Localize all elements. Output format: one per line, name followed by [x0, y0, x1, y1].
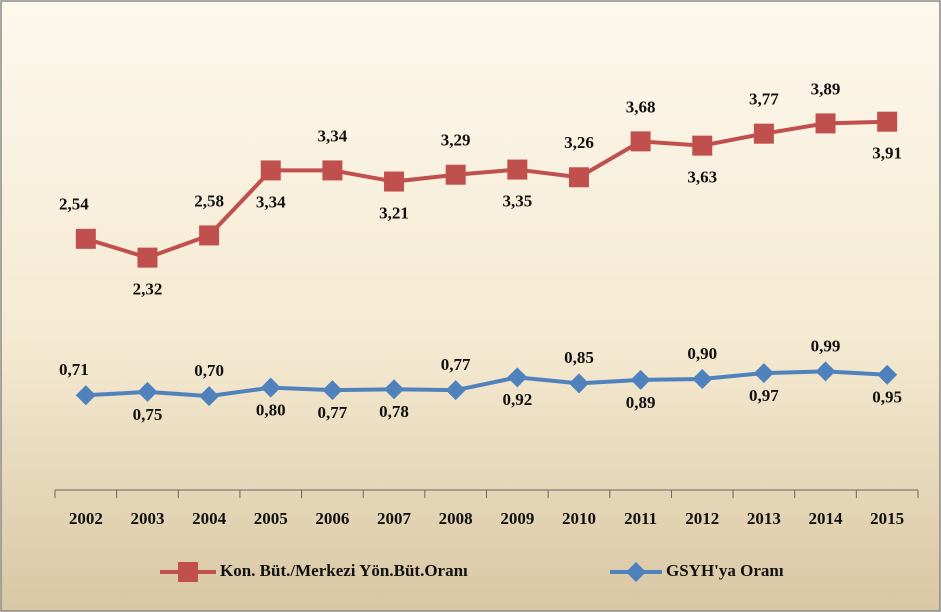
data-point [137, 247, 158, 268]
data-label: 0,95 [872, 388, 902, 407]
series-line [85, 369, 888, 399]
data-point [75, 385, 96, 406]
data-point [384, 379, 405, 400]
data-label: 0,71 [59, 360, 89, 379]
data-point [692, 369, 713, 390]
data-label: 0,77 [441, 355, 471, 374]
data-label: 3,21 [379, 203, 409, 222]
x-tick-label: 2013 [747, 509, 781, 528]
data-label: 2,54 [59, 195, 89, 214]
data-label: 0,77 [318, 403, 348, 422]
data-label: 0,80 [256, 401, 286, 420]
data-label: 2,32 [133, 280, 163, 299]
data-label: 3,34 [318, 126, 348, 145]
series-line [85, 119, 888, 260]
data-point [137, 381, 158, 402]
legend-label: Kon. Büt./Merkezi Yön.Büt.Oranı [220, 561, 468, 580]
data-label: 3,26 [564, 133, 594, 152]
x-tick-label: 2007 [377, 509, 412, 528]
data-label: 0,75 [133, 405, 163, 424]
x-tick-label: 2014 [809, 509, 844, 528]
x-tick-label: 2004 [192, 509, 227, 528]
data-point [753, 123, 774, 144]
data-point [384, 171, 405, 192]
data-point [630, 369, 651, 390]
data-point [877, 111, 898, 132]
data-label: 0,92 [502, 390, 532, 409]
x-tick-label: 2003 [130, 509, 164, 528]
data-point [507, 159, 528, 180]
data-point [445, 164, 466, 185]
data-label: 3,77 [749, 90, 779, 109]
data-point [322, 160, 343, 181]
data-label: 0,89 [626, 393, 656, 412]
data-label: 3,34 [256, 192, 286, 211]
data-point [877, 364, 898, 385]
data-point [753, 363, 774, 384]
data-label: 2,58 [194, 191, 224, 210]
x-tick-label: 2009 [500, 509, 534, 528]
data-point [445, 380, 466, 401]
data-point [507, 367, 528, 388]
data-point [199, 386, 220, 407]
legend-label: GSYH'ya Oranı [666, 561, 784, 580]
x-tick-label: 2010 [562, 509, 596, 528]
data-label: 3,35 [502, 191, 532, 210]
data-label: 0,90 [687, 344, 717, 363]
legend-marker [178, 562, 198, 582]
data-label: 0,85 [564, 348, 594, 367]
x-tick-label: 2005 [254, 509, 288, 528]
data-label: 0,97 [749, 386, 779, 405]
data-point [568, 167, 589, 188]
data-point [322, 380, 343, 401]
x-tick-label: 2006 [315, 509, 349, 528]
data-point [815, 113, 836, 134]
legend-marker [626, 562, 646, 582]
data-label: 0,99 [811, 336, 841, 355]
x-tick-label: 2012 [685, 509, 719, 528]
data-label: 3,89 [811, 79, 841, 98]
data-point [692, 135, 713, 156]
data-point [199, 225, 220, 246]
x-tick-label: 2011 [624, 509, 657, 528]
x-tick-label: 2002 [69, 509, 103, 528]
data-point [260, 160, 281, 181]
data-point [568, 373, 589, 394]
data-label: 3,63 [687, 168, 717, 187]
data-label: 3,91 [872, 144, 902, 163]
data-label: 0,78 [379, 402, 409, 421]
x-tick-label: 2008 [439, 509, 473, 528]
data-point [815, 361, 836, 382]
data-label: 3,68 [626, 97, 656, 116]
data-point [260, 377, 281, 398]
data-point [75, 228, 96, 249]
data-label: 0,70 [194, 361, 224, 380]
data-point [630, 131, 651, 152]
data-label: 3,29 [441, 131, 471, 150]
x-tick-label: 2015 [870, 509, 904, 528]
